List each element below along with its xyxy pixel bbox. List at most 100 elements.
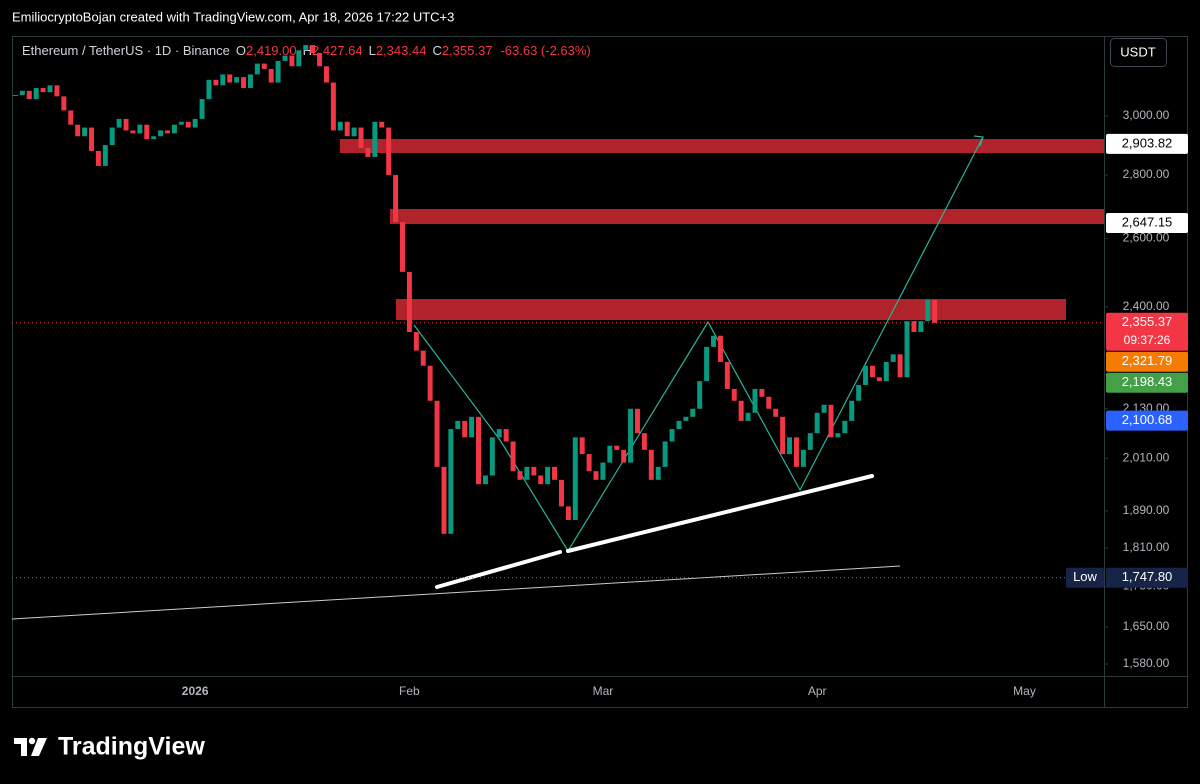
candle	[683, 416, 689, 421]
legend-value: 2,343.44	[376, 43, 427, 58]
candle	[130, 130, 136, 134]
candle	[102, 145, 108, 166]
candle	[227, 74, 233, 83]
candle	[565, 506, 571, 521]
legend-change: -63.63 (-2.63%)	[500, 43, 590, 58]
candle	[254, 63, 260, 75]
candle	[807, 433, 813, 450]
candle	[317, 52, 323, 67]
candle	[282, 55, 288, 61]
legend-key: H	[303, 43, 312, 58]
candle	[904, 321, 910, 378]
candle	[628, 408, 634, 463]
candle	[289, 55, 295, 67]
currency-button[interactable]	[1110, 38, 1167, 67]
candle	[88, 127, 94, 151]
candle	[400, 222, 405, 272]
legend-key: L	[369, 43, 376, 58]
candle	[793, 437, 799, 467]
candle	[552, 466, 558, 480]
candle	[814, 412, 820, 434]
legend-value: 2,419.00	[246, 43, 297, 58]
candle	[676, 420, 682, 430]
legend-symbol: Ethereum / TetherUS · 1D · Binance	[22, 43, 230, 58]
trendline	[566, 474, 874, 553]
price-label: 2,903.82	[1122, 135, 1173, 150]
resistance-zone	[396, 299, 1066, 320]
x-tick-label: Feb	[399, 684, 420, 698]
price-tag-box	[1066, 567, 1104, 588]
price-label-box	[1106, 567, 1188, 588]
candle	[116, 118, 122, 128]
candle	[690, 408, 696, 417]
candle	[524, 466, 530, 480]
candle	[842, 420, 848, 434]
candle	[165, 130, 170, 134]
x-tick-label: Apr	[808, 684, 827, 698]
x-tick-label: 2026	[182, 684, 209, 698]
candle	[310, 45, 316, 53]
candle	[849, 400, 855, 421]
y-tick-label: 2,800.00	[1123, 167, 1170, 181]
candle	[918, 321, 924, 333]
price-label-box	[1106, 133, 1188, 154]
candle	[579, 437, 585, 455]
candle	[247, 74, 253, 89]
y-tick-label: 2,600.00	[1123, 231, 1170, 245]
price-label-box	[1106, 213, 1188, 234]
candle	[427, 365, 433, 401]
chart-frame	[12, 36, 1188, 708]
candle	[925, 300, 931, 322]
resistance-zone	[340, 139, 1104, 153]
candle	[738, 400, 744, 421]
candle	[469, 416, 475, 438]
logo-mark	[28, 737, 36, 745]
candle	[496, 429, 502, 438]
plot	[340, 139, 1104, 320]
candle	[662, 441, 668, 467]
candle	[151, 136, 157, 140]
candle	[890, 354, 896, 362]
candle	[434, 400, 440, 467]
candle	[932, 300, 938, 323]
price-label-box	[1106, 410, 1188, 431]
candle	[358, 127, 364, 148]
candle	[558, 479, 564, 507]
candle	[593, 471, 599, 480]
candle	[351, 127, 357, 137]
candle	[835, 433, 841, 438]
candle	[241, 77, 247, 89]
candle	[800, 449, 806, 467]
brand-name: TradingView	[58, 733, 205, 761]
price-label-box	[1106, 372, 1188, 393]
currency-label[interactable]: USDT	[1120, 44, 1155, 59]
candle	[745, 412, 751, 421]
candle	[538, 475, 544, 485]
candle	[600, 462, 606, 480]
candle	[144, 124, 150, 140]
candle	[372, 121, 378, 157]
candle	[476, 416, 482, 485]
candle	[773, 408, 779, 417]
candle	[648, 449, 654, 480]
candle	[337, 121, 343, 131]
candle	[95, 150, 101, 166]
y-tick-label: 1,580.00	[1123, 656, 1170, 670]
candle	[669, 429, 675, 442]
candle	[185, 121, 191, 128]
candle	[863, 365, 869, 386]
header-text: EmiliocryptoBojan created with TradingVi…	[12, 9, 454, 24]
candle	[586, 454, 592, 472]
candle	[393, 175, 399, 223]
candle	[448, 429, 454, 534]
price-tag: Low	[1073, 569, 1097, 584]
candle	[220, 74, 226, 86]
candle	[572, 437, 578, 521]
candle	[482, 475, 488, 485]
candle	[82, 127, 88, 137]
y-tick-label: 3,000.00	[1123, 108, 1170, 122]
candle	[75, 124, 81, 137]
price-label: 2,100.68	[1122, 412, 1173, 427]
